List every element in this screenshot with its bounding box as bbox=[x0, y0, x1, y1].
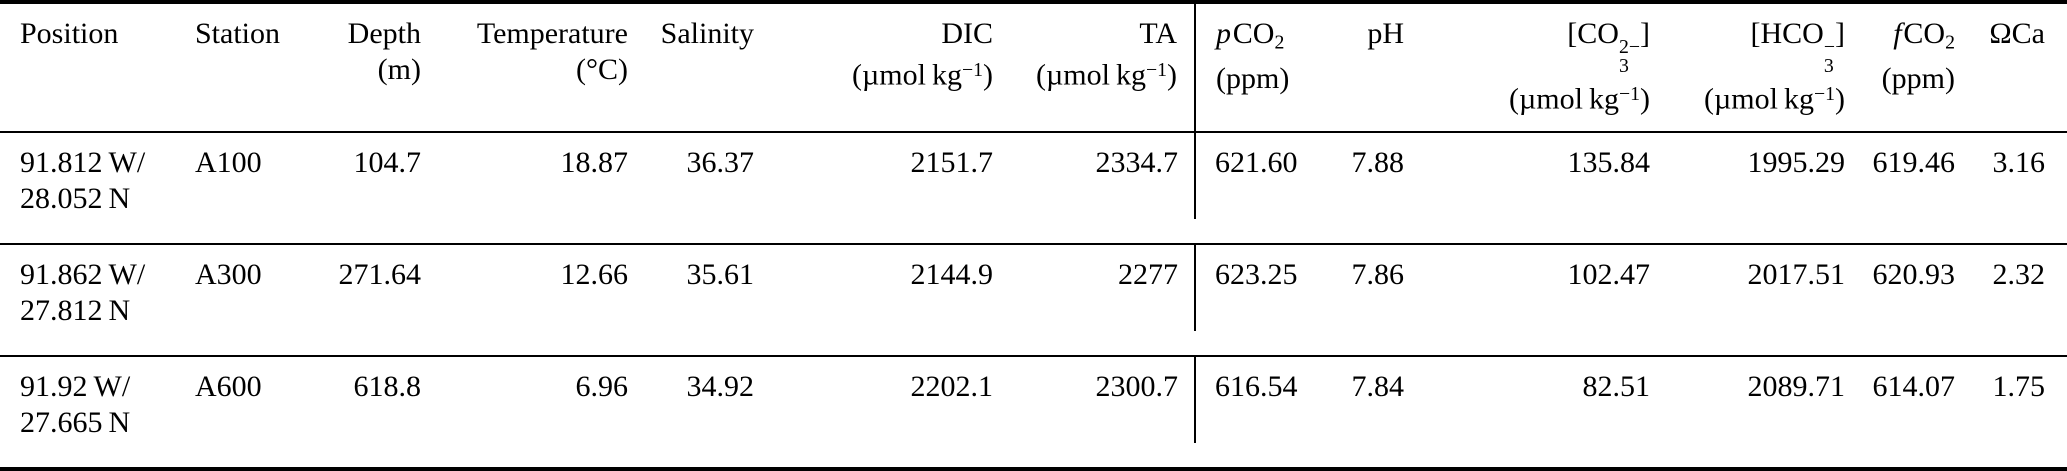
header-units-ph bbox=[1330, 52, 1404, 88]
cell-ta: 2300.7 bbox=[995, 355, 1195, 470]
header-cell-station: Station bbox=[180, 2, 300, 134]
cell-temperature: 12.66 bbox=[425, 243, 630, 357]
cell-position: 91.862 W/ 27.812 N bbox=[0, 243, 180, 357]
header-units-depth: (m) bbox=[377, 53, 421, 86]
cell-ph: 7.84 bbox=[1330, 355, 1410, 470]
cell-ta: 2334.7 bbox=[1095, 146, 1179, 180]
header-cell-pco2: pCO2 (ppm) bbox=[1194, 2, 1330, 134]
header-label-hco3: [HCO −3] bbox=[1750, 17, 1846, 78]
cell-station: A300 bbox=[180, 243, 300, 357]
header-units-dic: (µmol kg−1) bbox=[852, 58, 993, 92]
header-units-ta: (µmol kg−1) bbox=[1036, 58, 1177, 92]
header-cell-ph: pH bbox=[1330, 2, 1410, 134]
header-cell-dic: DIC (µmol kg−1) bbox=[756, 2, 995, 134]
header-label-salinity: Salinity bbox=[660, 17, 754, 50]
cell-salinity: 36.37 bbox=[686, 146, 755, 180]
cell-co3: 82.51 bbox=[1410, 355, 1655, 470]
header-cell-depth: Depth (m) bbox=[300, 2, 425, 134]
cell-co3: 135.84 bbox=[1567, 146, 1651, 180]
cell-pco2: 623.25 bbox=[1194, 243, 1330, 357]
header-label-position: Position bbox=[20, 17, 119, 50]
table-row: 91.862 W/ 27.812 N A300 271.64 12.66 35.61 21… bbox=[0, 243, 2067, 357]
header-units-co3: (µmol kg−1) bbox=[1509, 82, 1650, 116]
cell-fco2: 614.07 bbox=[1850, 355, 1960, 470]
header-cell-co3: [CO 2− 3] (µmol kg−1) bbox=[1410, 2, 1655, 134]
header-label-fco2: fCO2 bbox=[1893, 17, 1955, 54]
header-label-depth: Depth bbox=[347, 17, 421, 50]
header-units-salinity bbox=[630, 52, 754, 88]
cell-omega_ca: 1.75 bbox=[1960, 355, 2067, 470]
cell-fco2: 620.93 bbox=[1850, 243, 1960, 357]
header-units-fco2: (ppm) bbox=[1881, 61, 1955, 95]
table-header-row: Position Station Depth (m) Temperature (°C)… bbox=[0, 2, 2067, 134]
cell-pco2: 616.54 bbox=[1194, 355, 1330, 470]
cell-position: 91.92 W/ 27.665 N bbox=[0, 355, 180, 470]
header-label-dic: DIC bbox=[941, 17, 993, 50]
cell-dic: 2144.9 bbox=[756, 243, 995, 357]
header-cell-omega_ca: ΩCa bbox=[1960, 2, 2067, 134]
header-cell-position: Position bbox=[0, 2, 180, 134]
cell-dic: 2151.7 bbox=[910, 146, 994, 180]
header-cell-ta: TA (µmol kg−1) bbox=[995, 2, 1195, 134]
cell-dic: 2202.1 bbox=[756, 355, 995, 470]
header-units-hco3: (µmol kg−1) bbox=[1704, 82, 1845, 116]
table-row: 91.812 W/ 28.052 N A100 104.7 18.87 36.37 215… bbox=[0, 132, 2067, 244]
cell-temperature: 6.96 bbox=[425, 355, 630, 470]
header-cell-temperature: Temperature (°C) bbox=[425, 2, 630, 134]
cell-ph: 7.88 bbox=[1351, 146, 1405, 180]
cell-ta: 2277 bbox=[995, 243, 1195, 357]
header-cell-hco3: [HCO −3] (µmol kg−1) bbox=[1655, 2, 1850, 134]
cell-hco3: 2089.71 bbox=[1655, 355, 1850, 470]
cell-depth: 618.8 bbox=[300, 355, 425, 470]
cell-position: 91.812 W/ 28.052 N bbox=[20, 146, 146, 216]
header-label-temperature: Temperature bbox=[476, 17, 628, 50]
header-units-position bbox=[20, 52, 180, 88]
cell-temperature: 18.87 bbox=[560, 146, 629, 180]
header-label-co3: [CO 2− 3] bbox=[1567, 17, 1650, 78]
header-units-temperature: (°C) bbox=[576, 53, 628, 86]
cell-hco3: 1995.29 bbox=[1747, 146, 1846, 180]
cell-depth: 104.7 bbox=[353, 146, 422, 180]
header-units-station bbox=[195, 52, 300, 88]
header-cell-salinity: Salinity bbox=[630, 2, 756, 134]
cell-fco2: 619.46 bbox=[1872, 146, 1956, 180]
cell-hco3: 2017.51 bbox=[1655, 243, 1850, 357]
header-label-ph: pH bbox=[1367, 17, 1404, 50]
header-units-pco2: (ppm) bbox=[1216, 61, 1290, 95]
cell-pco2: 621.60 bbox=[1194, 132, 1330, 244]
cell-station: A100 bbox=[195, 146, 262, 180]
header-cell-fco2: fCO2 (ppm) bbox=[1850, 2, 1960, 134]
header-label-pco2: pCO2 bbox=[1216, 17, 1285, 54]
cell-ph: 7.86 bbox=[1330, 243, 1410, 357]
cell-co3: 102.47 bbox=[1410, 243, 1655, 357]
header-label-omega_ca: ΩCa bbox=[1989, 17, 2045, 50]
cell-depth: 271.64 bbox=[300, 243, 425, 357]
header-units-omega_ca bbox=[1960, 52, 2045, 88]
header-label-station: Station bbox=[195, 17, 281, 50]
cell-omega_ca: 3.16 bbox=[1992, 146, 2046, 180]
cell-salinity: 35.61 bbox=[630, 243, 756, 357]
cell-salinity: 34.92 bbox=[630, 355, 756, 470]
header-label-ta: TA bbox=[1139, 17, 1177, 50]
table-row: 91.92 W/ 27.665 N A600 618.8 6.96 34.92 2202.… bbox=[0, 355, 2067, 470]
cell-station: A600 bbox=[180, 355, 300, 470]
cell-omega_ca: 2.32 bbox=[1960, 243, 2067, 357]
